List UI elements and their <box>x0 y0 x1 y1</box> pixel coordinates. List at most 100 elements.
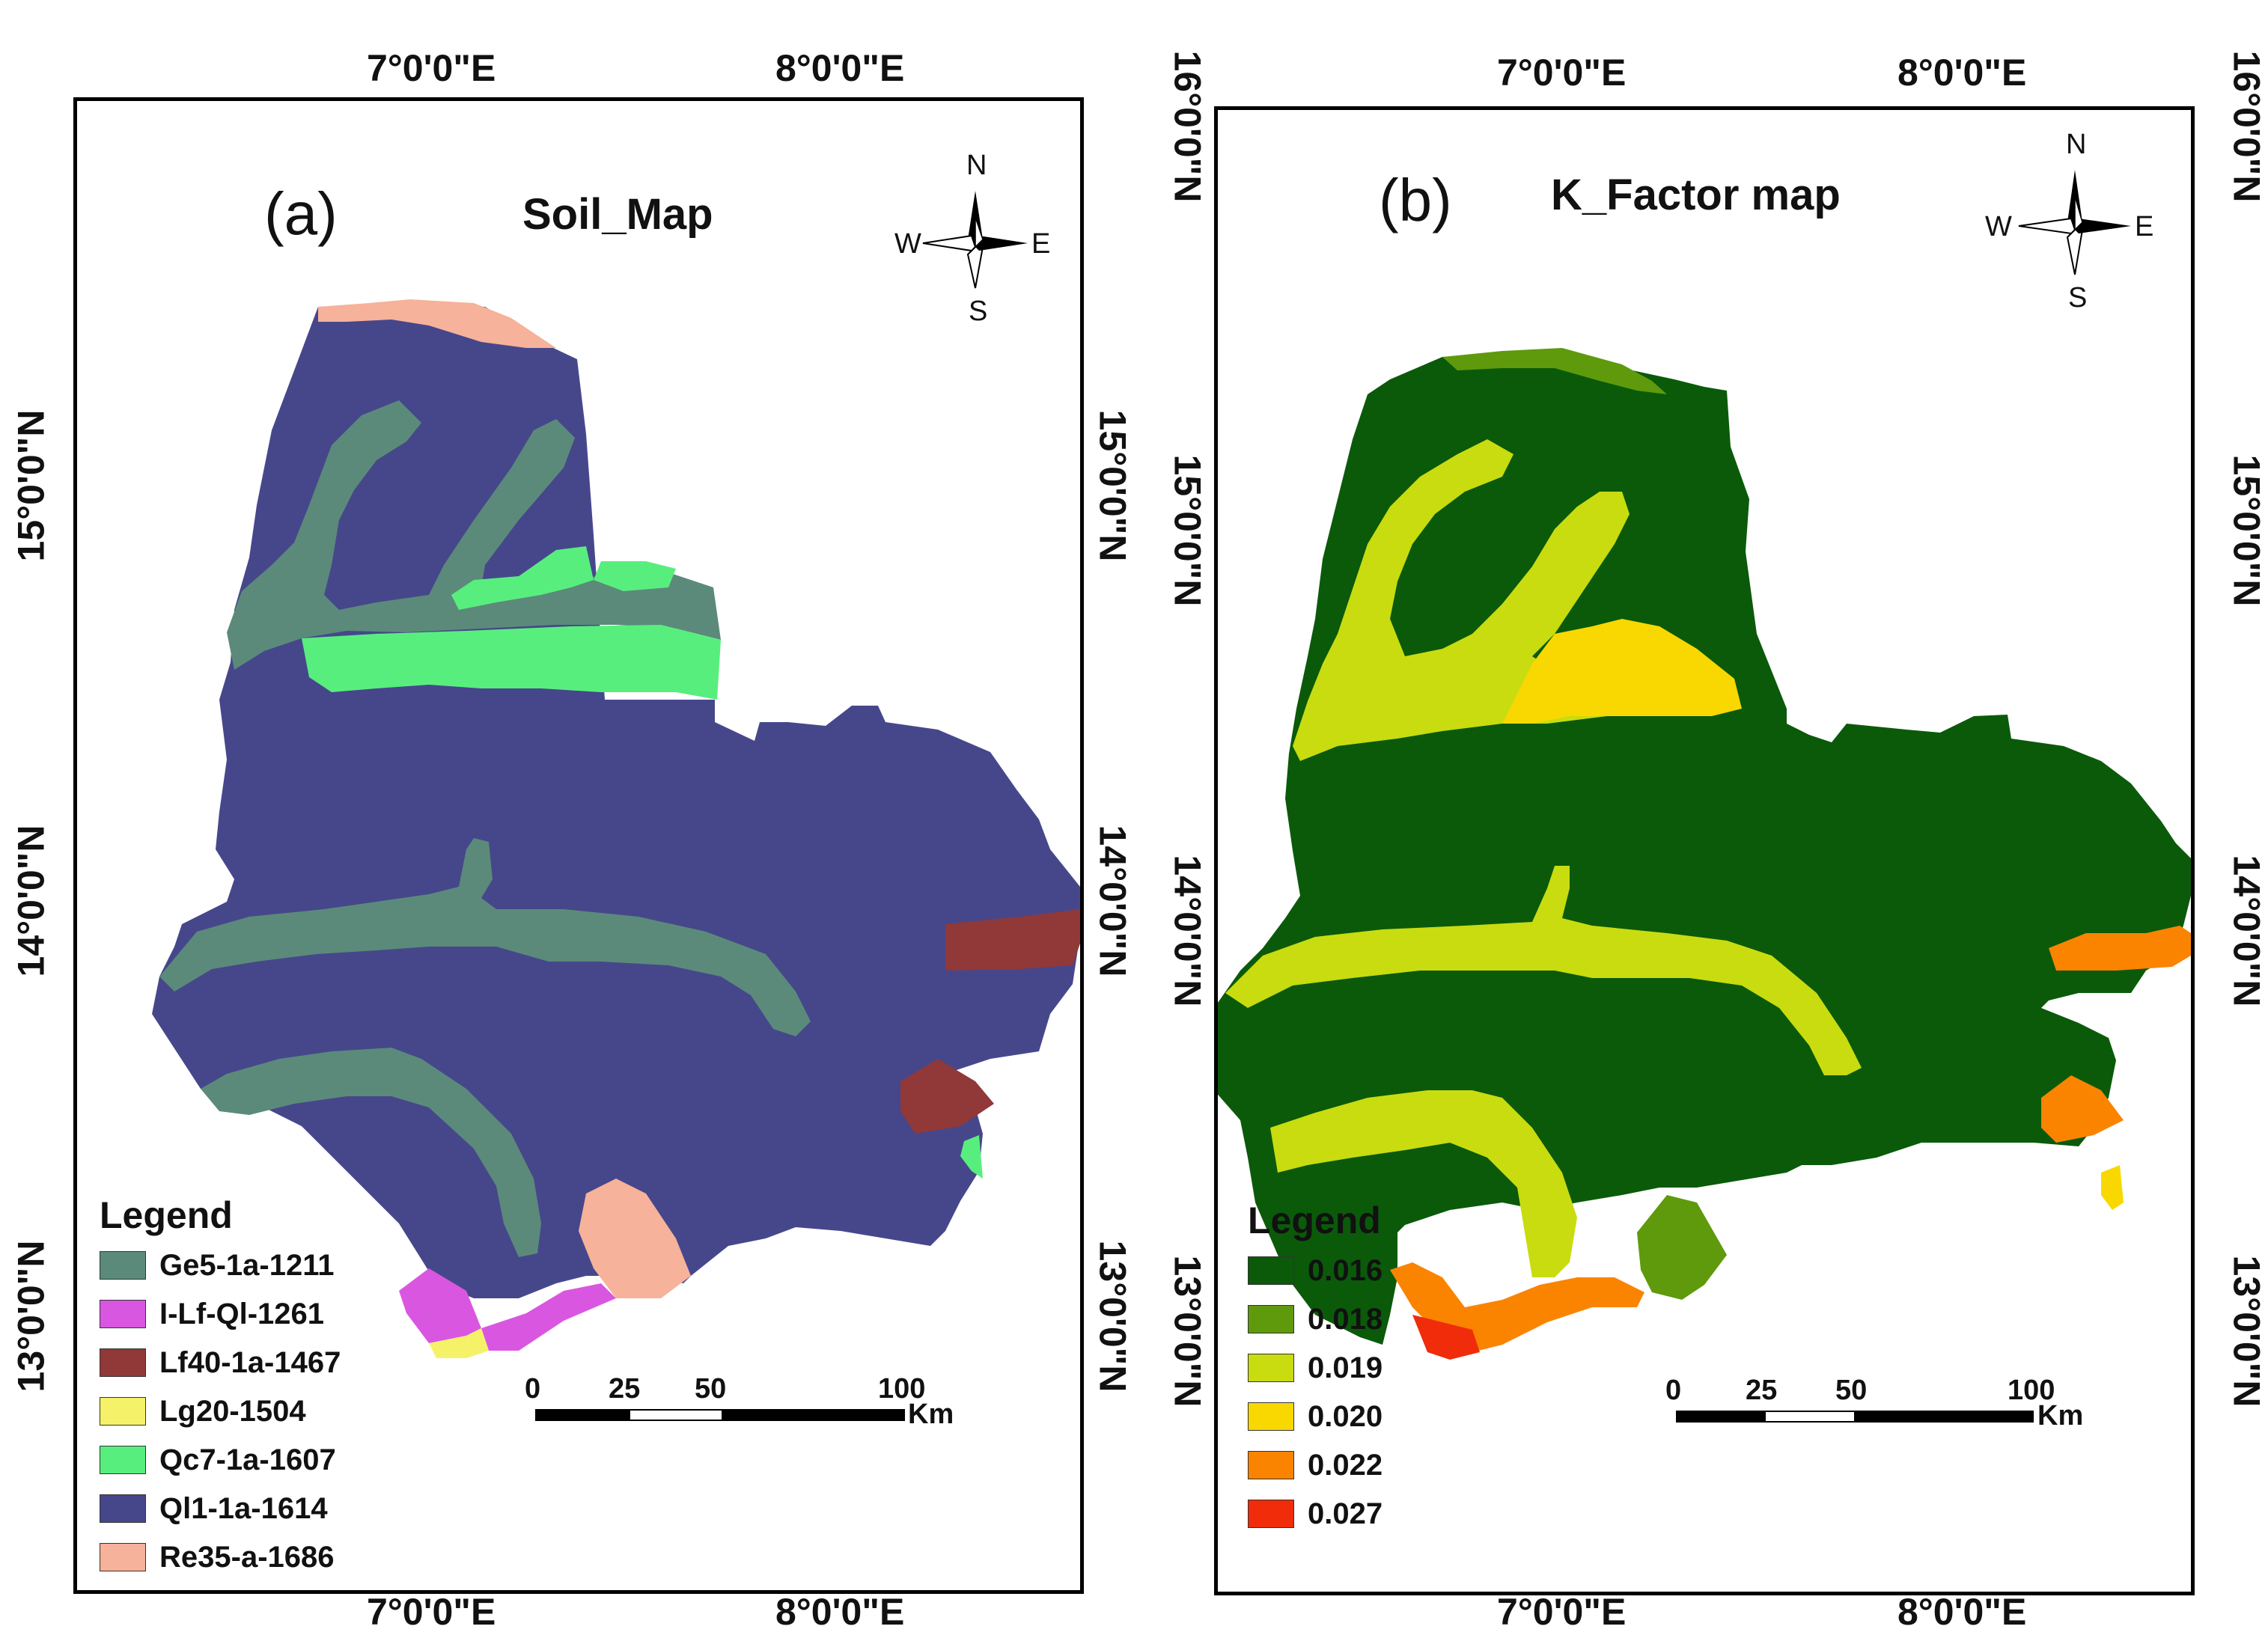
legend-item-re35: Re35-a-1686 <box>100 1541 335 1573</box>
compass-rose-icon <box>2018 170 2131 275</box>
compass-e: E <box>2135 211 2154 242</box>
top-lon-label-7e: 7°0'0"E <box>367 47 496 89</box>
legend-item-0019: 0.019 <box>1248 1352 1383 1384</box>
soil-region-ge5-south <box>201 1048 541 1257</box>
compass-s: S <box>969 296 988 327</box>
soil-region-lf40-southeast <box>900 1059 994 1134</box>
scale-tick-0: 0 <box>525 1373 541 1405</box>
panel-title-b: K_Factor map <box>1551 171 1841 219</box>
top-lon-label-8e-b: 8°0'0"E <box>1897 52 2027 94</box>
k-region-0019-middle <box>1225 866 1862 1075</box>
legend-label: 0.020 <box>1308 1400 1383 1433</box>
legend-item-ql1: Ql1-1a-1614 <box>100 1493 328 1524</box>
left-lat-label-14n: 14°0'0"N <box>10 825 52 977</box>
soil-region-ql1 <box>152 303 1080 1298</box>
k-region-0020-north <box>1502 619 1742 724</box>
k-region-0019-south <box>1270 1090 1577 1277</box>
bottom-lon-label-8e-b: 8°0'0"E <box>1897 1591 2027 1633</box>
legend-label: Ge5-1a-1211 <box>159 1249 335 1282</box>
left-lat-label-13n: 13°0'0"N <box>10 1240 52 1393</box>
soil-map-drawing <box>152 299 1080 1358</box>
scale-bar-a: 0 25 50 100 Km <box>525 1373 975 1448</box>
scale-segment <box>1764 1411 1856 1423</box>
scale-unit: Km <box>2037 1400 2084 1431</box>
soil-region-ge5-north <box>227 400 721 670</box>
compass-n: N <box>2066 129 2087 160</box>
map-frame-a: (a) Soil_Map N S E W Legend Ge5-1a-1211 … <box>73 97 1084 1594</box>
k-region-0022-east <box>2049 926 2191 971</box>
left-lat-label-14n-b: 14°0'0"N <box>1166 855 1209 1007</box>
scale-segment <box>629 1409 723 1421</box>
legend-swatch <box>1248 1402 1294 1431</box>
soil-region-qc7-east <box>960 1135 983 1179</box>
right-lat-label-16n-b: 16°0'0"N <box>2225 50 2268 203</box>
soil-region-ilfql-south <box>399 1268 481 1343</box>
north-arrow-a: N S E W <box>894 146 1051 333</box>
legend-swatch <box>1248 1500 1294 1528</box>
compass-e: E <box>1031 228 1051 260</box>
legend-swatch <box>1248 1451 1294 1479</box>
legend-label: Re35-a-1686 <box>159 1541 335 1574</box>
right-lat-label-13n-b: 13°0'0"N <box>2225 1255 2268 1408</box>
legend-swatch <box>100 1300 146 1328</box>
soil-region-ge5-middle <box>159 838 811 1036</box>
legend-item-0016: 0.016 <box>1248 1255 1383 1286</box>
legend-item-0027: 0.027 <box>1248 1498 1383 1530</box>
scale-unit: Km <box>908 1399 954 1430</box>
top-lon-label-8e: 8°0'0"E <box>775 47 905 89</box>
soil-region-ilfql-southeast <box>481 1283 616 1351</box>
legend-swatch <box>100 1543 146 1571</box>
legend-item-ilfql: I-Lf-Ql-1261 <box>100 1298 324 1330</box>
legend-swatch <box>100 1348 146 1377</box>
k-region-0022-southeast <box>2041 1075 2124 1143</box>
legend-swatch <box>100 1397 146 1426</box>
legend-swatch <box>1248 1354 1294 1382</box>
legend-swatch <box>100 1251 146 1280</box>
right-lat-label-15n: 15°0'0"N <box>1091 409 1134 562</box>
legend-label: Lf40-1a-1467 <box>159 1346 341 1379</box>
legend-swatch <box>100 1446 146 1474</box>
scale-segment <box>722 1409 905 1421</box>
k-factor-map-drawing <box>1218 348 2191 1360</box>
panel-letter-b: (b) <box>1379 167 1452 233</box>
soil-region-re35-top <box>318 299 556 348</box>
panel-letter-a: (a) <box>264 180 338 247</box>
k-region-0018-top <box>1442 348 1667 394</box>
panel-title-a: Soil_Map <box>522 190 713 239</box>
k-region-0016 <box>1218 353 2191 1345</box>
scale-segment <box>1854 1411 2034 1423</box>
legend-label: I-Lf-Ql-1261 <box>159 1298 325 1330</box>
legend-swatch <box>1248 1256 1294 1285</box>
legend-label: 0.016 <box>1308 1254 1383 1287</box>
compass-rose-icon <box>922 191 1028 289</box>
soil-region-lf40-east <box>945 909 1080 971</box>
left-lat-label-13n-b: 13°0'0"N <box>1166 1255 1209 1408</box>
compass-n: N <box>966 150 987 181</box>
legend-title-b: Legend <box>1248 1200 1381 1241</box>
map-frame-b: (b) K_Factor map N S E W Legend 0.016 0.… <box>1214 106 2195 1595</box>
legend-swatch <box>100 1494 146 1523</box>
legend-item-lg20: Lg20-1504 <box>100 1396 306 1427</box>
right-lat-label-13n: 13°0'0"N <box>1091 1240 1134 1393</box>
k-region-0020-east <box>2101 1165 2124 1210</box>
soil-region-re35-south <box>579 1179 691 1298</box>
legend-label: 0.022 <box>1308 1449 1383 1482</box>
legend-item-qc7: Qc7-1a-1607 <box>100 1444 336 1476</box>
legend-label: Ql1-1a-1614 <box>159 1492 328 1525</box>
compass-w: W <box>1985 211 2012 242</box>
legend-label: 0.018 <box>1308 1303 1383 1336</box>
scale-bar-b: 0 25 50 100 Km <box>1665 1375 2116 1449</box>
soil-region-lg20 <box>429 1328 489 1358</box>
k-region-0018-south <box>1637 1195 1727 1300</box>
scale-tick-50: 50 <box>1835 1375 1868 1406</box>
scale-tick-25: 25 <box>1746 1375 1778 1406</box>
legend-item-0018: 0.018 <box>1248 1304 1383 1335</box>
legend-swatch <box>1248 1305 1294 1333</box>
left-lat-label-16n-b: 16°0'0"N <box>1166 50 1209 203</box>
scale-segment <box>1676 1411 1764 1423</box>
compass-w: W <box>894 228 921 260</box>
legend-item-0020: 0.020 <box>1248 1401 1383 1432</box>
right-lat-label-14n-b: 14°0'0"N <box>2225 855 2268 1007</box>
soil-region-qc7-north-b <box>594 561 676 591</box>
legend-item-lf40: Lf40-1a-1467 <box>100 1347 341 1378</box>
